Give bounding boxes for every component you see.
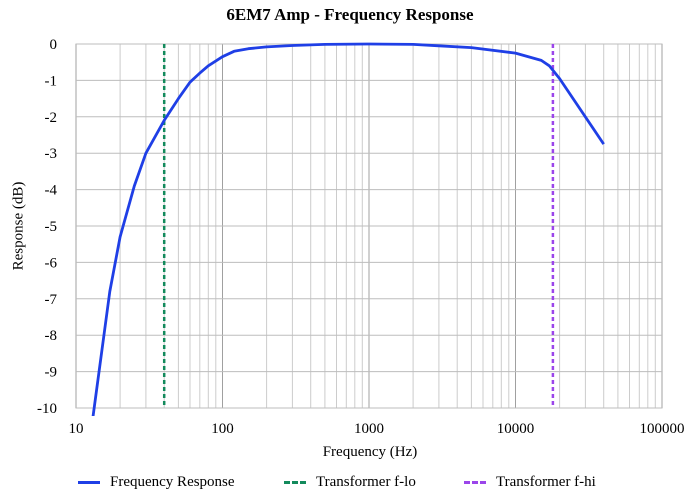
y-tick-label: -7 (45, 292, 58, 308)
legend-label-frequency-response: Frequency Response (110, 474, 235, 490)
x-tick-label: 10 (69, 421, 84, 437)
y-tick-label: -1 (45, 73, 58, 89)
y-tick-label: -3 (45, 146, 58, 162)
x-tick-label: 100000 (640, 421, 685, 437)
y-axis-label: Response (dB) (10, 181, 27, 271)
y-tick-label: 0 (50, 37, 58, 53)
legend-item-frequency-response: Frequency Response (78, 474, 235, 491)
x-tick-label: 100 (211, 421, 234, 437)
x-axis-label: Frequency (Hz) (322, 444, 418, 460)
legend-item-transformer-f-lo: Transformer f-lo (284, 474, 416, 491)
y-tick-label: -6 (45, 255, 58, 271)
x-tick-label: 1000 (354, 421, 384, 437)
legend-item-transformer-f-hi: Transformer f-hi (464, 474, 596, 491)
frequency-response-line (91, 42, 605, 416)
legend-swatch-frequency-response (78, 481, 100, 484)
y-tick-label: -5 (45, 219, 58, 235)
y-tick-label: -2 (45, 110, 58, 126)
y-tick-label: -8 (45, 328, 58, 344)
chart-title: 6EM7 Amp - Frequency Response (226, 5, 474, 24)
y-tick-label: -9 (45, 365, 58, 381)
legend: Frequency Response Transformer f-lo Tran… (0, 474, 700, 498)
y-tick-label: -10 (37, 401, 57, 417)
legend-swatch-transformer-f-lo (284, 481, 306, 484)
y-tick-label: -4 (45, 183, 58, 199)
legend-label-transformer-f-hi: Transformer f-hi (496, 474, 596, 490)
legend-label-transformer-f-lo: Transformer f-lo (316, 474, 416, 490)
legend-swatch-transformer-f-hi (464, 481, 486, 484)
x-tick-label: 10000 (497, 421, 535, 437)
